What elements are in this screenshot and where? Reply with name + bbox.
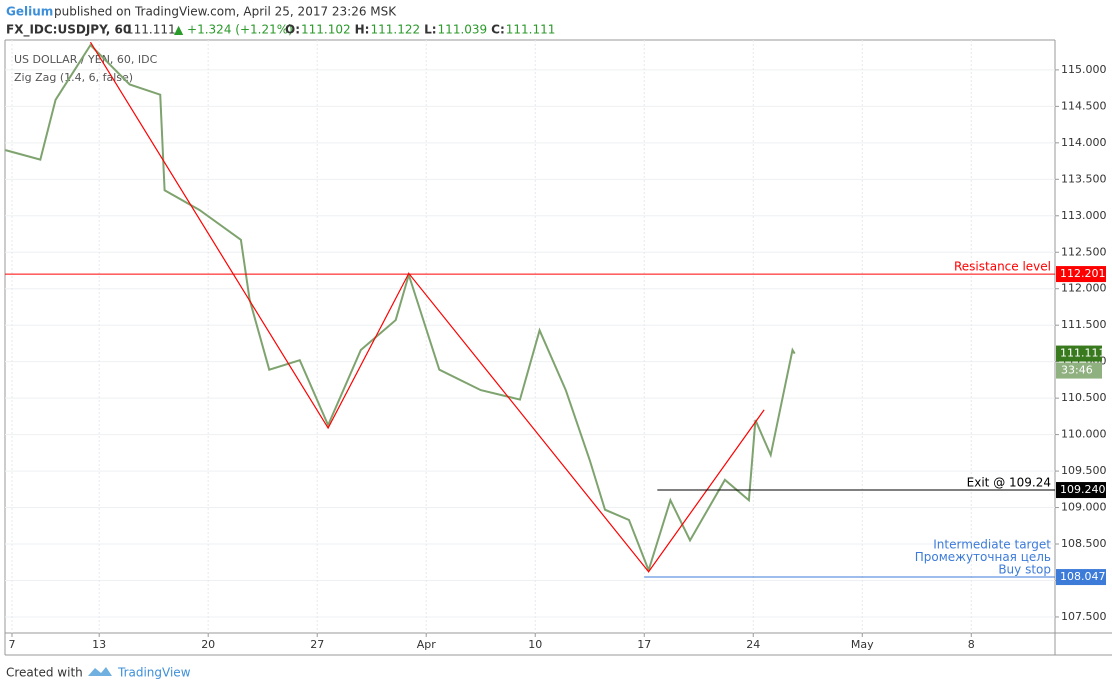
y-tick-label: 107.500 xyxy=(1061,610,1107,623)
price-tag-label: 111.111 xyxy=(1060,347,1106,360)
level-tag-label: 112.201 xyxy=(1060,267,1106,280)
level-tag xyxy=(1056,569,1106,586)
ohlc-value: 111.102 xyxy=(301,23,351,37)
ohlc-label: C: xyxy=(491,23,505,37)
level-label: Промежуточная цель xyxy=(915,550,1051,564)
indicator: Zig Zag (1.4, 6, false) xyxy=(14,71,133,84)
change: ▲ +1.324 (+1.21%) xyxy=(174,23,293,37)
last: 111.111 xyxy=(126,23,176,37)
x-tick-label: May xyxy=(851,638,874,651)
y-tick-label: 112.000 xyxy=(1061,282,1107,295)
ohlc-label: O: xyxy=(285,23,300,37)
symbol: FX_IDC:USDJPY, 60 xyxy=(6,23,131,38)
level-label: Exit @ 109.24 xyxy=(967,476,1051,490)
y-tick-label: 114.000 xyxy=(1061,136,1107,149)
level-tag xyxy=(1056,266,1106,283)
ohlc-value: 111.111 xyxy=(506,23,556,37)
ohlc-value: 111.122 xyxy=(370,23,420,37)
ohlc-value: 111.039 xyxy=(438,23,488,37)
y-tick-label: 114.500 xyxy=(1061,99,1107,112)
level-tag-label: 109.240 xyxy=(1060,483,1106,496)
y-tick-label: 108.500 xyxy=(1061,537,1107,550)
y-tick-label: 113.000 xyxy=(1061,209,1107,222)
x-tick-label: 7 xyxy=(8,638,15,651)
chart-title: US DOLLAR / YEN, 60, IDC xyxy=(14,53,158,66)
price-line xyxy=(5,43,796,574)
level-tag xyxy=(1056,482,1106,499)
y-tick-label: 111.500 xyxy=(1061,318,1107,331)
x-tick-label: 10 xyxy=(528,638,542,651)
ohlc-label: L: xyxy=(424,23,436,37)
price-tag xyxy=(1056,345,1102,362)
x-tick-label: 24 xyxy=(746,638,760,651)
y-tick-label: 112.500 xyxy=(1061,245,1107,258)
countdown-tag xyxy=(1056,362,1102,379)
zigzag-line xyxy=(89,41,765,573)
y-tick-label: 110.000 xyxy=(1061,428,1107,441)
y-tick-label: 109.500 xyxy=(1061,464,1107,477)
x-tick-label: 8 xyxy=(968,638,975,651)
countdown: 33:46 xyxy=(1061,364,1093,377)
x-tick-label: 13 xyxy=(92,638,106,651)
x-tick-label: Apr xyxy=(417,638,437,651)
level-label: Resistance level xyxy=(954,260,1051,274)
y-tick-label: 110.500 xyxy=(1061,391,1107,404)
level-label: Intermediate target xyxy=(933,538,1051,552)
logo xyxy=(88,667,112,676)
ohlc-label: H: xyxy=(355,23,370,37)
y-tick-label: 113.500 xyxy=(1061,172,1107,185)
footer-brand[interactable]: TradingView xyxy=(117,666,191,680)
level-tag-label: 108.047 xyxy=(1060,570,1106,583)
level-label: Buy stop xyxy=(998,563,1051,577)
footer-created: Created with xyxy=(6,666,83,680)
y-tick-label: 115.000 xyxy=(1061,63,1107,76)
x-tick-label: 27 xyxy=(310,638,324,651)
author[interactable]: Gelium xyxy=(6,5,53,19)
x-tick-label: 17 xyxy=(637,638,651,651)
y-tick-label: 109.000 xyxy=(1061,501,1107,514)
x-tick-label: 20 xyxy=(201,638,215,651)
published: published on TradingView.com, April 25, … xyxy=(54,5,397,19)
